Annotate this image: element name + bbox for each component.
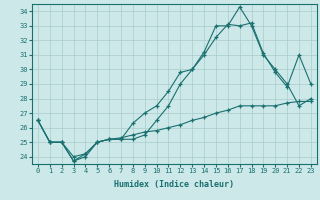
X-axis label: Humidex (Indice chaleur): Humidex (Indice chaleur) [115,180,234,189]
